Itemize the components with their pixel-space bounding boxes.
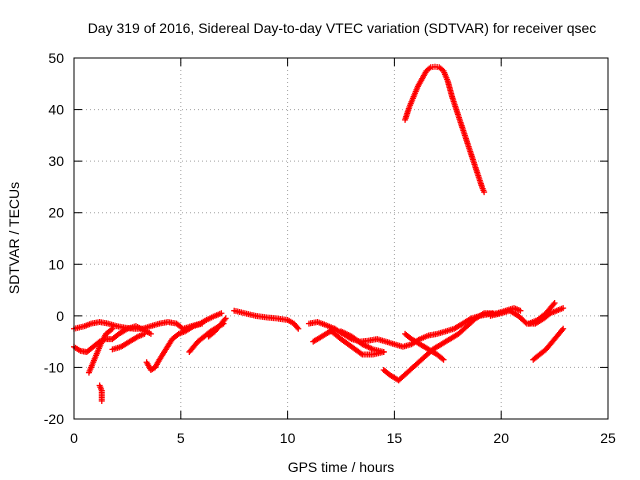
- data-point: [199, 320, 206, 327]
- data-point: [358, 350, 365, 357]
- series-track-e: [109, 330, 148, 353]
- data-point: [559, 327, 566, 334]
- y-axis-label: SDTVAR / TECUs: [6, 182, 22, 294]
- x-axis-label: GPS time / hours: [288, 459, 395, 475]
- data-point: [109, 325, 116, 332]
- data-point: [551, 299, 558, 306]
- data-point: [481, 189, 488, 196]
- series-track-c: [85, 325, 116, 376]
- data-point: [439, 355, 446, 362]
- series-track-f: [143, 320, 206, 374]
- series-track-m: [338, 328, 387, 355]
- data-point: [221, 316, 228, 323]
- y-tick-label: -20: [44, 411, 64, 427]
- x-tick-label: 0: [70, 430, 78, 446]
- data-point: [440, 356, 447, 363]
- axis-ticks: [73, 57, 609, 420]
- x-tick-label: 10: [280, 430, 296, 446]
- series-track-s: [525, 299, 558, 327]
- series-track-p: [402, 63, 488, 196]
- y-tick-label: 50: [48, 50, 64, 66]
- x-tick-label: 25: [600, 430, 616, 446]
- series-track-d: [96, 382, 105, 404]
- y-tick-label: 0: [56, 308, 64, 324]
- x-tick-label: 5: [177, 430, 185, 446]
- data-point: [380, 348, 387, 355]
- data-point: [218, 310, 225, 317]
- y-tick-label: 30: [48, 153, 64, 169]
- data-point: [560, 325, 567, 332]
- data-point: [522, 319, 529, 326]
- series-track-h: [205, 315, 229, 340]
- y-tick-label: 20: [48, 205, 64, 221]
- series-track-a: [71, 310, 225, 332]
- data-point: [294, 324, 301, 331]
- y-tick-label: 40: [48, 102, 64, 118]
- data-point: [550, 301, 557, 308]
- data-point: [108, 326, 115, 333]
- tick-labels: 0 5 10 15 20 25 -20 -10 0 10 20 30 40 50: [44, 50, 616, 446]
- x-tick-label: 20: [493, 430, 509, 446]
- series-track-r: [530, 325, 567, 363]
- data-marks: [71, 63, 567, 404]
- x-tick-label: 15: [387, 430, 403, 446]
- y-tick-label: -10: [44, 359, 64, 375]
- data-point: [517, 307, 524, 314]
- data-point: [222, 315, 229, 322]
- series-track-o: [402, 330, 447, 363]
- series-track-i: [231, 307, 302, 332]
- data-point: [141, 330, 148, 337]
- data-point: [98, 397, 105, 404]
- y-tick-label: 10: [48, 256, 64, 272]
- plot-frame: [73, 57, 609, 420]
- series-track-b: [71, 323, 154, 355]
- data-point: [560, 305, 567, 312]
- data-point: [147, 330, 154, 337]
- chart-title: Day 319 of 2016, Sidereal Day-to-day VTE…: [88, 20, 597, 36]
- data-point: [295, 325, 302, 332]
